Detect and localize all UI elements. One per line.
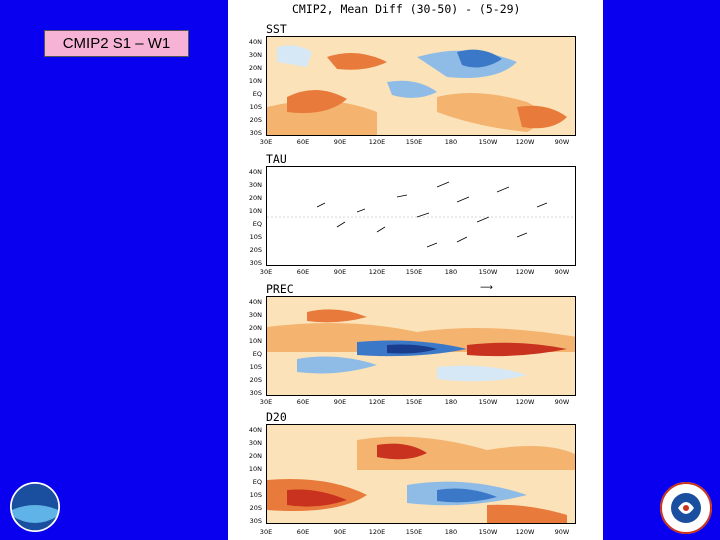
tau-map [266,166,576,266]
tau-lon-axis: 30E 60E 90E 120E 150E 180 150W 120W 90W [259,268,570,276]
d20-lon-axis: 30E 60E 90E 120E 150E 180 150W 120W 90W [259,528,570,536]
panel-label-tau: TAU [266,152,287,166]
prec-lon-axis: 30E 60E 90E 120E 150E 180 150W 120W 90W [259,398,570,406]
panel-label-d20: D20 [266,410,287,424]
national-weather-service-logo-icon [660,482,712,534]
panel-label-sst: SST [266,22,287,36]
slide-title: CMIP2 S1 – W1 [44,30,189,57]
figure: CMIP2, Mean Diff (30-50) - (5-29) SST TA… [228,0,603,540]
sst-map [266,36,576,136]
sst-lon-axis: 30E 60E 90E 120E 150E 180 150W 120W 90W [259,138,570,146]
reference-vector-icon: ⟶ [480,283,493,293]
noaa-logo-icon [10,482,60,532]
panel-label-prec: PREC [266,282,294,296]
figure-title: CMIP2, Mean Diff (30-50) - (5-29) [292,2,521,16]
d20-map [266,424,576,524]
prec-map [266,296,576,396]
